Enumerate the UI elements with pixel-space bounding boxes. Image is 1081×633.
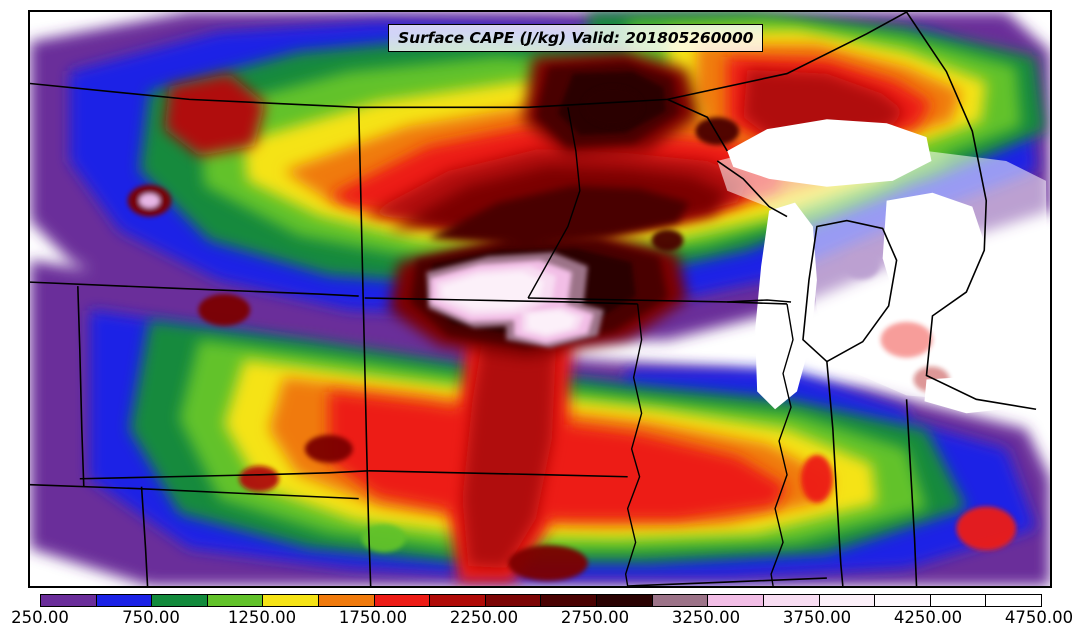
colorbar-segment-purple [41,595,97,606]
colorbar-segment-maroon [541,595,598,606]
political-boundaries [30,12,1037,586]
colorbar-segment-white [930,595,987,606]
map-title: Surface CAPE (J/kg) Valid: 201805260000 [398,29,754,47]
colorbar-segment-white [986,595,1041,606]
colorbar-segment-darker-red [485,595,542,606]
colorbar-segment-blue [96,595,153,606]
colorbar-tick-3750: 3750.00 [782,608,852,627]
colorbar-segment-mauve [652,595,709,606]
colorbar-segment-red [374,595,431,606]
colorbar-tick-2250: 2250.00 [449,608,519,627]
colorbar-legend: 250.00 750.00 1250.00 1750.00 2250.00 2750.00… [0,592,1081,633]
colorbar-tick-4750: 4750.00 [1004,608,1074,627]
colorbar-segment-light-green [207,595,264,606]
colorbar-tick-250: 250.00 [11,608,69,627]
colorbar-segment-pink [708,595,764,606]
colorbar-tick-2750: 2750.00 [560,608,630,627]
colorbar-gradient [40,594,1042,607]
colorbar-segment-near-white [875,595,931,606]
cape-contour-field [30,12,1050,586]
colorbar-segment-yellow [263,595,320,606]
colorbar-tick-3250: 3250.00 [671,608,741,627]
colorbar-segment-orange [319,595,375,606]
map-panel: Surface CAPE (J/kg) Valid: 201805260000 [28,10,1052,588]
colorbar-segment-light-pink [763,595,820,606]
colorbar-tick-750: 750.00 [122,608,180,627]
colorbar-tick-1250: 1250.00 [227,608,297,627]
colorbar-tick-1750: 1750.00 [338,608,408,627]
colorbar-tick-4250: 4250.00 [893,608,963,627]
colorbar-segment-dark-green [152,595,208,606]
colorbar-segment-pale-pink [819,595,876,606]
great-lakes [717,119,1049,414]
colorbar-segment-near-black-red [597,595,653,606]
colorbar-segment-dark-red [430,595,486,606]
colorbar-tick-labels: 250.00 750.00 1250.00 1750.00 2250.00 2750.00… [0,608,1081,632]
title-box: Surface CAPE (J/kg) Valid: 201805260000 [388,24,764,52]
